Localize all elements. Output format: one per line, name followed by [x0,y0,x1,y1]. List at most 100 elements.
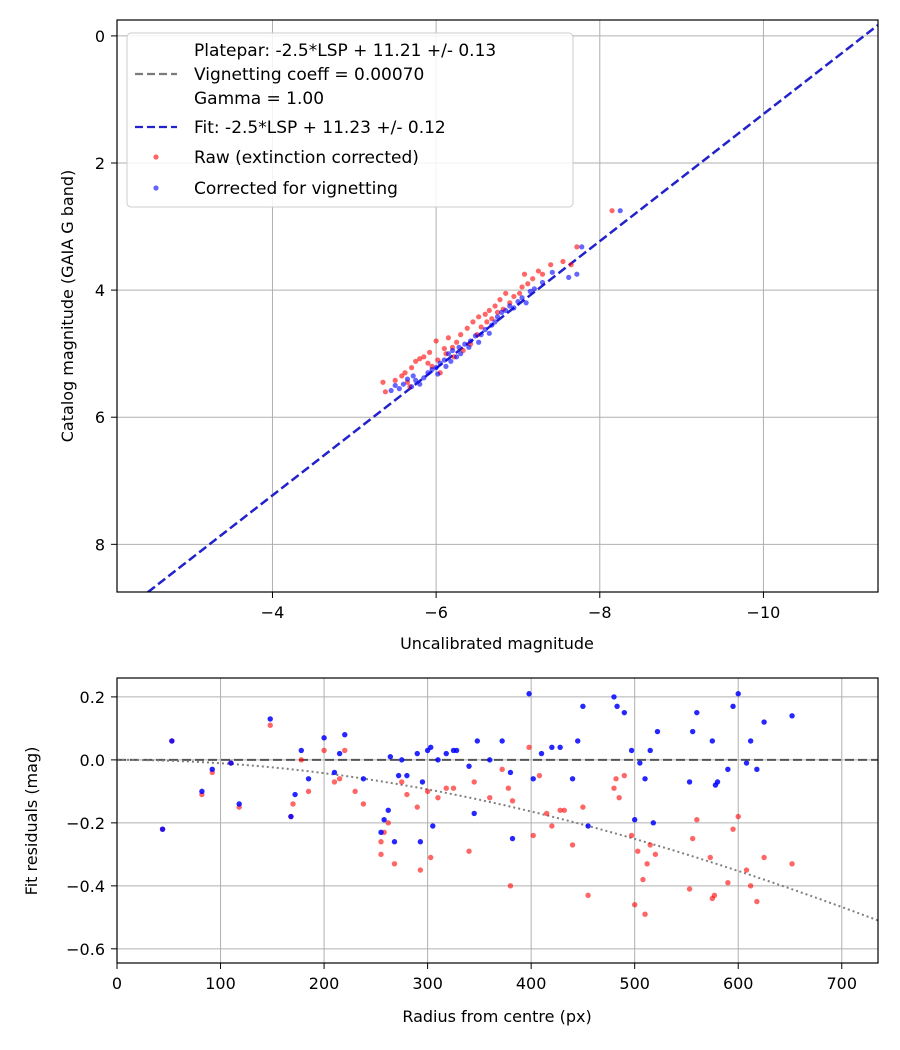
raw-residual-point [613,776,619,782]
corrected-point [478,332,484,338]
raw-residual-point [725,879,731,886]
corrected-point [413,377,419,383]
corrected-residual-point [236,801,242,807]
raw-point [492,303,498,309]
top-y-tick-label: 8 [95,535,105,554]
corrected-residual-point [391,839,398,845]
corrected-point [472,333,479,339]
corrected-residual-point [209,766,215,773]
corrected-residual-point [611,694,617,700]
top-y-tick-label: 4 [95,281,105,300]
corrected-point [417,381,423,387]
raw-point [426,349,433,355]
fit-line [146,24,878,592]
legend-corrected-marker [153,185,159,191]
raw-point [417,356,423,362]
raw-residual-point [331,779,338,785]
raw-residual-point [352,788,358,795]
corrected-residual-point [298,747,304,754]
raw-point [478,324,484,330]
corrected-residual-point [360,776,367,782]
bottom-x-axis-label: Radius from centre (px) [402,1007,591,1026]
corrected-residual-point [754,766,760,773]
corrected-residual-point [199,788,205,795]
corrected-residual-point [395,772,402,779]
corrected-residual-point [169,738,175,744]
corrected-point [456,344,462,350]
corrected-residual-point [267,716,273,722]
raw-residual-point [487,794,493,801]
raw-point [380,379,386,385]
raw-residual-point [505,785,512,791]
raw-residual-point [730,826,736,832]
corrected-residual-point [557,744,563,750]
top-y-tick-label: 6 [95,408,105,427]
top-y-axis-label: Catalog magnitude (GAIA G band) [58,170,77,442]
raw-residual-point [557,807,563,813]
raw-point [476,314,482,320]
raw-residual-point [435,794,441,801]
raw-point [425,360,431,366]
raw-point [609,208,615,214]
corrected-residual-point [228,760,234,766]
corrected-residual-point [453,747,460,754]
corrected-residual-point [614,703,620,710]
raw-residual-point [290,801,296,807]
raw-residual-point [385,820,391,826]
raw-residual-point [360,801,367,807]
corrected-point [433,365,439,371]
top-y-ticks: 0 2 4 6 8 [95,27,117,554]
corrected-residual-point [689,728,696,735]
raw-residual-point [305,788,312,795]
corrected-residual-point [709,738,716,744]
corrected-residual-point [428,744,434,750]
raw-residual-point [399,779,405,785]
corrected-point [527,288,533,294]
bottom-x-ticks: 0 100 200 300 400 500 600 700 [112,963,857,993]
raw-residual-point [616,794,622,801]
corrected-point [445,351,452,357]
top-x-axis-label: Uncalibrated magnitude [400,634,594,653]
raw-residual-point [499,766,505,773]
raw-point [408,365,415,371]
corrected-point [462,341,468,347]
raw-residual-point [342,747,348,754]
raw-residual-point [580,804,586,810]
corrected-residual-point [404,772,410,779]
corrected-point [392,382,398,389]
legend-platepar-line-2: Vignetting coeff = 0.00070 [194,65,424,85]
raw-residual-point [689,835,696,842]
corrected-residual-point [385,807,391,813]
corrected-residual-point [336,750,343,757]
raw-point [548,262,554,268]
raw-residual-point [642,911,648,917]
raw-point [470,319,476,325]
corrected-point [458,351,464,357]
corrected-residual-point [654,728,661,735]
corrected-residual-point [305,776,312,782]
bottom-chart: 0 100 200 300 400 500 600 700 0.2 0.0 −0.2 −0.4 −0.… [22,677,879,1026]
corrected-point [519,295,525,301]
corrected-residual-point [474,738,481,744]
raw-residual-point [694,817,700,823]
bottom-points [159,691,795,917]
raw-point [482,311,488,317]
corrected-residual-point [628,747,635,754]
raw-residual-point [711,892,718,898]
corrected-point [441,357,447,363]
corrected-point [489,322,495,328]
corrected-residual-point [499,738,505,744]
corrected-point [579,244,585,250]
raw-residual-point [747,883,754,889]
corrected-point [400,381,406,387]
raw-point [441,345,447,352]
raw-point [568,262,574,268]
raw-point [399,373,405,379]
raw-residual-point [635,848,641,854]
corrected-residual-point [637,760,643,766]
raw-point [458,332,464,338]
legend-raw-label: Raw (extinction corrected) [194,148,419,168]
corrected-point [429,366,435,373]
top-y-tick-label: 0 [95,27,105,46]
raw-point [433,338,439,344]
